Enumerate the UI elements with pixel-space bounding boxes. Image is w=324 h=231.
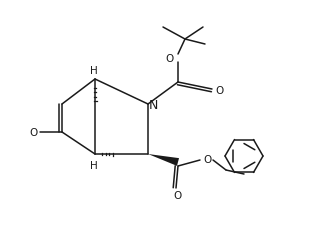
Text: O: O — [173, 190, 181, 200]
Text: H: H — [90, 160, 98, 170]
Text: O: O — [29, 128, 37, 137]
Text: N: N — [148, 99, 158, 112]
Text: H: H — [90, 66, 98, 76]
Text: O: O — [215, 86, 223, 96]
Polygon shape — [148, 154, 179, 166]
Text: O: O — [166, 54, 174, 64]
Text: O: O — [203, 154, 211, 164]
